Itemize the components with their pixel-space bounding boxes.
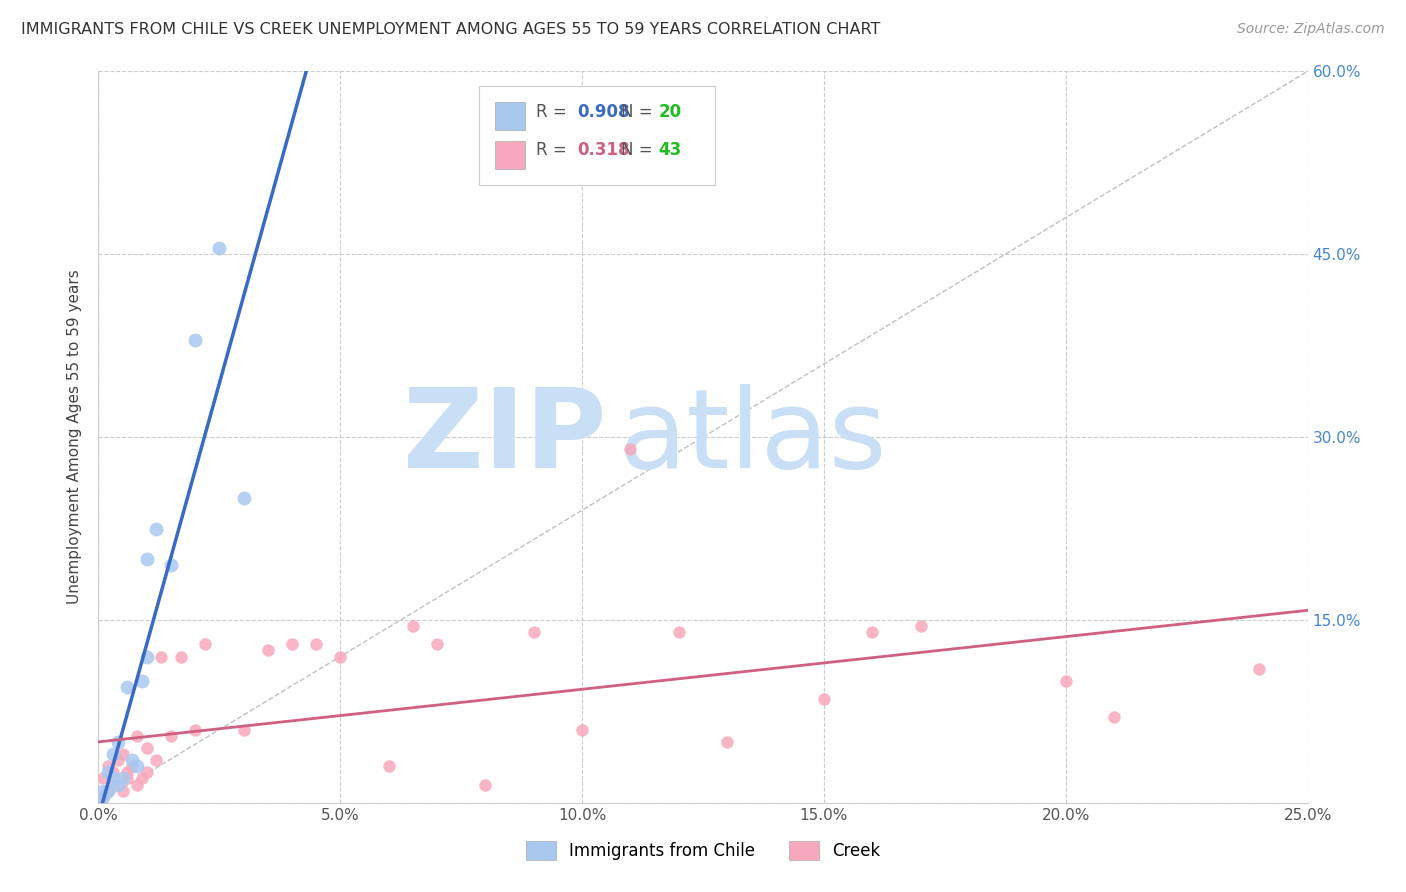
Point — [145, 521, 167, 535]
Point — [107, 735, 129, 749]
Point — [256, 643, 278, 657]
Point — [860, 625, 883, 640]
Point — [150, 649, 173, 664]
Point — [232, 723, 254, 737]
Point — [377, 759, 399, 773]
Point — [135, 552, 157, 566]
Point — [111, 783, 134, 797]
Point — [184, 333, 207, 347]
Point — [117, 680, 139, 694]
Text: ZIP: ZIP — [404, 384, 606, 491]
Text: R =: R = — [536, 103, 567, 120]
Point — [184, 723, 207, 737]
Point — [160, 729, 183, 743]
Text: 0.908: 0.908 — [578, 103, 630, 120]
Text: atlas: atlas — [619, 384, 887, 491]
Point — [107, 778, 129, 792]
FancyBboxPatch shape — [495, 141, 526, 169]
Text: R =: R = — [536, 141, 567, 160]
Point — [716, 735, 738, 749]
Point — [910, 619, 932, 633]
Point — [668, 625, 690, 640]
Point — [131, 673, 153, 688]
Point — [1102, 710, 1125, 724]
Point — [194, 637, 217, 651]
Point — [135, 765, 157, 780]
Point — [91, 772, 114, 786]
Point — [97, 783, 120, 797]
Text: 43: 43 — [658, 141, 682, 160]
Point — [474, 778, 496, 792]
Legend: Immigrants from Chile, Creek: Immigrants from Chile, Creek — [526, 841, 880, 860]
Point — [619, 442, 641, 457]
Text: Source: ZipAtlas.com: Source: ZipAtlas.com — [1237, 22, 1385, 37]
Point — [145, 753, 167, 767]
Text: 0.318: 0.318 — [578, 141, 630, 160]
Point — [281, 637, 304, 651]
Point — [127, 759, 149, 773]
Text: N =: N = — [621, 103, 652, 120]
Point — [101, 765, 124, 780]
Point — [160, 558, 183, 573]
Point — [402, 619, 425, 633]
FancyBboxPatch shape — [495, 102, 526, 130]
Point — [111, 747, 134, 761]
Point — [97, 783, 120, 797]
Y-axis label: Unemployment Among Ages 55 to 59 years: Unemployment Among Ages 55 to 59 years — [67, 269, 83, 605]
Point — [107, 753, 129, 767]
Point — [97, 759, 120, 773]
Point — [101, 747, 124, 761]
Point — [135, 649, 157, 664]
Point — [117, 772, 139, 786]
Point — [232, 491, 254, 505]
Point — [117, 765, 139, 780]
Text: 20: 20 — [658, 103, 682, 120]
Point — [111, 772, 134, 786]
Point — [813, 692, 835, 706]
Point — [91, 789, 114, 804]
Point — [329, 649, 352, 664]
Point — [1054, 673, 1077, 688]
Point — [1249, 662, 1271, 676]
Text: N =: N = — [621, 141, 652, 160]
Point — [91, 789, 114, 804]
Point — [135, 740, 157, 755]
Point — [97, 765, 120, 780]
Point — [121, 759, 143, 773]
Point — [208, 241, 231, 255]
Point — [169, 649, 191, 664]
Point — [131, 772, 153, 786]
Point — [305, 637, 328, 651]
Point — [523, 625, 546, 640]
Point — [127, 729, 149, 743]
Point — [571, 723, 593, 737]
Point — [101, 778, 124, 792]
Point — [91, 783, 114, 797]
Text: IMMIGRANTS FROM CHILE VS CREEK UNEMPLOYMENT AMONG AGES 55 TO 59 YEARS CORRELATIO: IMMIGRANTS FROM CHILE VS CREEK UNEMPLOYM… — [21, 22, 880, 37]
Point — [101, 772, 124, 786]
Point — [426, 637, 449, 651]
Point — [121, 753, 143, 767]
FancyBboxPatch shape — [479, 86, 716, 185]
Point — [127, 778, 149, 792]
